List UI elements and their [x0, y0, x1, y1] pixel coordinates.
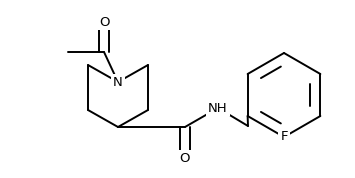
Text: NH: NH — [208, 101, 228, 114]
Text: O: O — [99, 15, 109, 28]
Text: O: O — [180, 151, 190, 164]
Text: F: F — [280, 130, 288, 143]
Text: N: N — [113, 75, 123, 88]
